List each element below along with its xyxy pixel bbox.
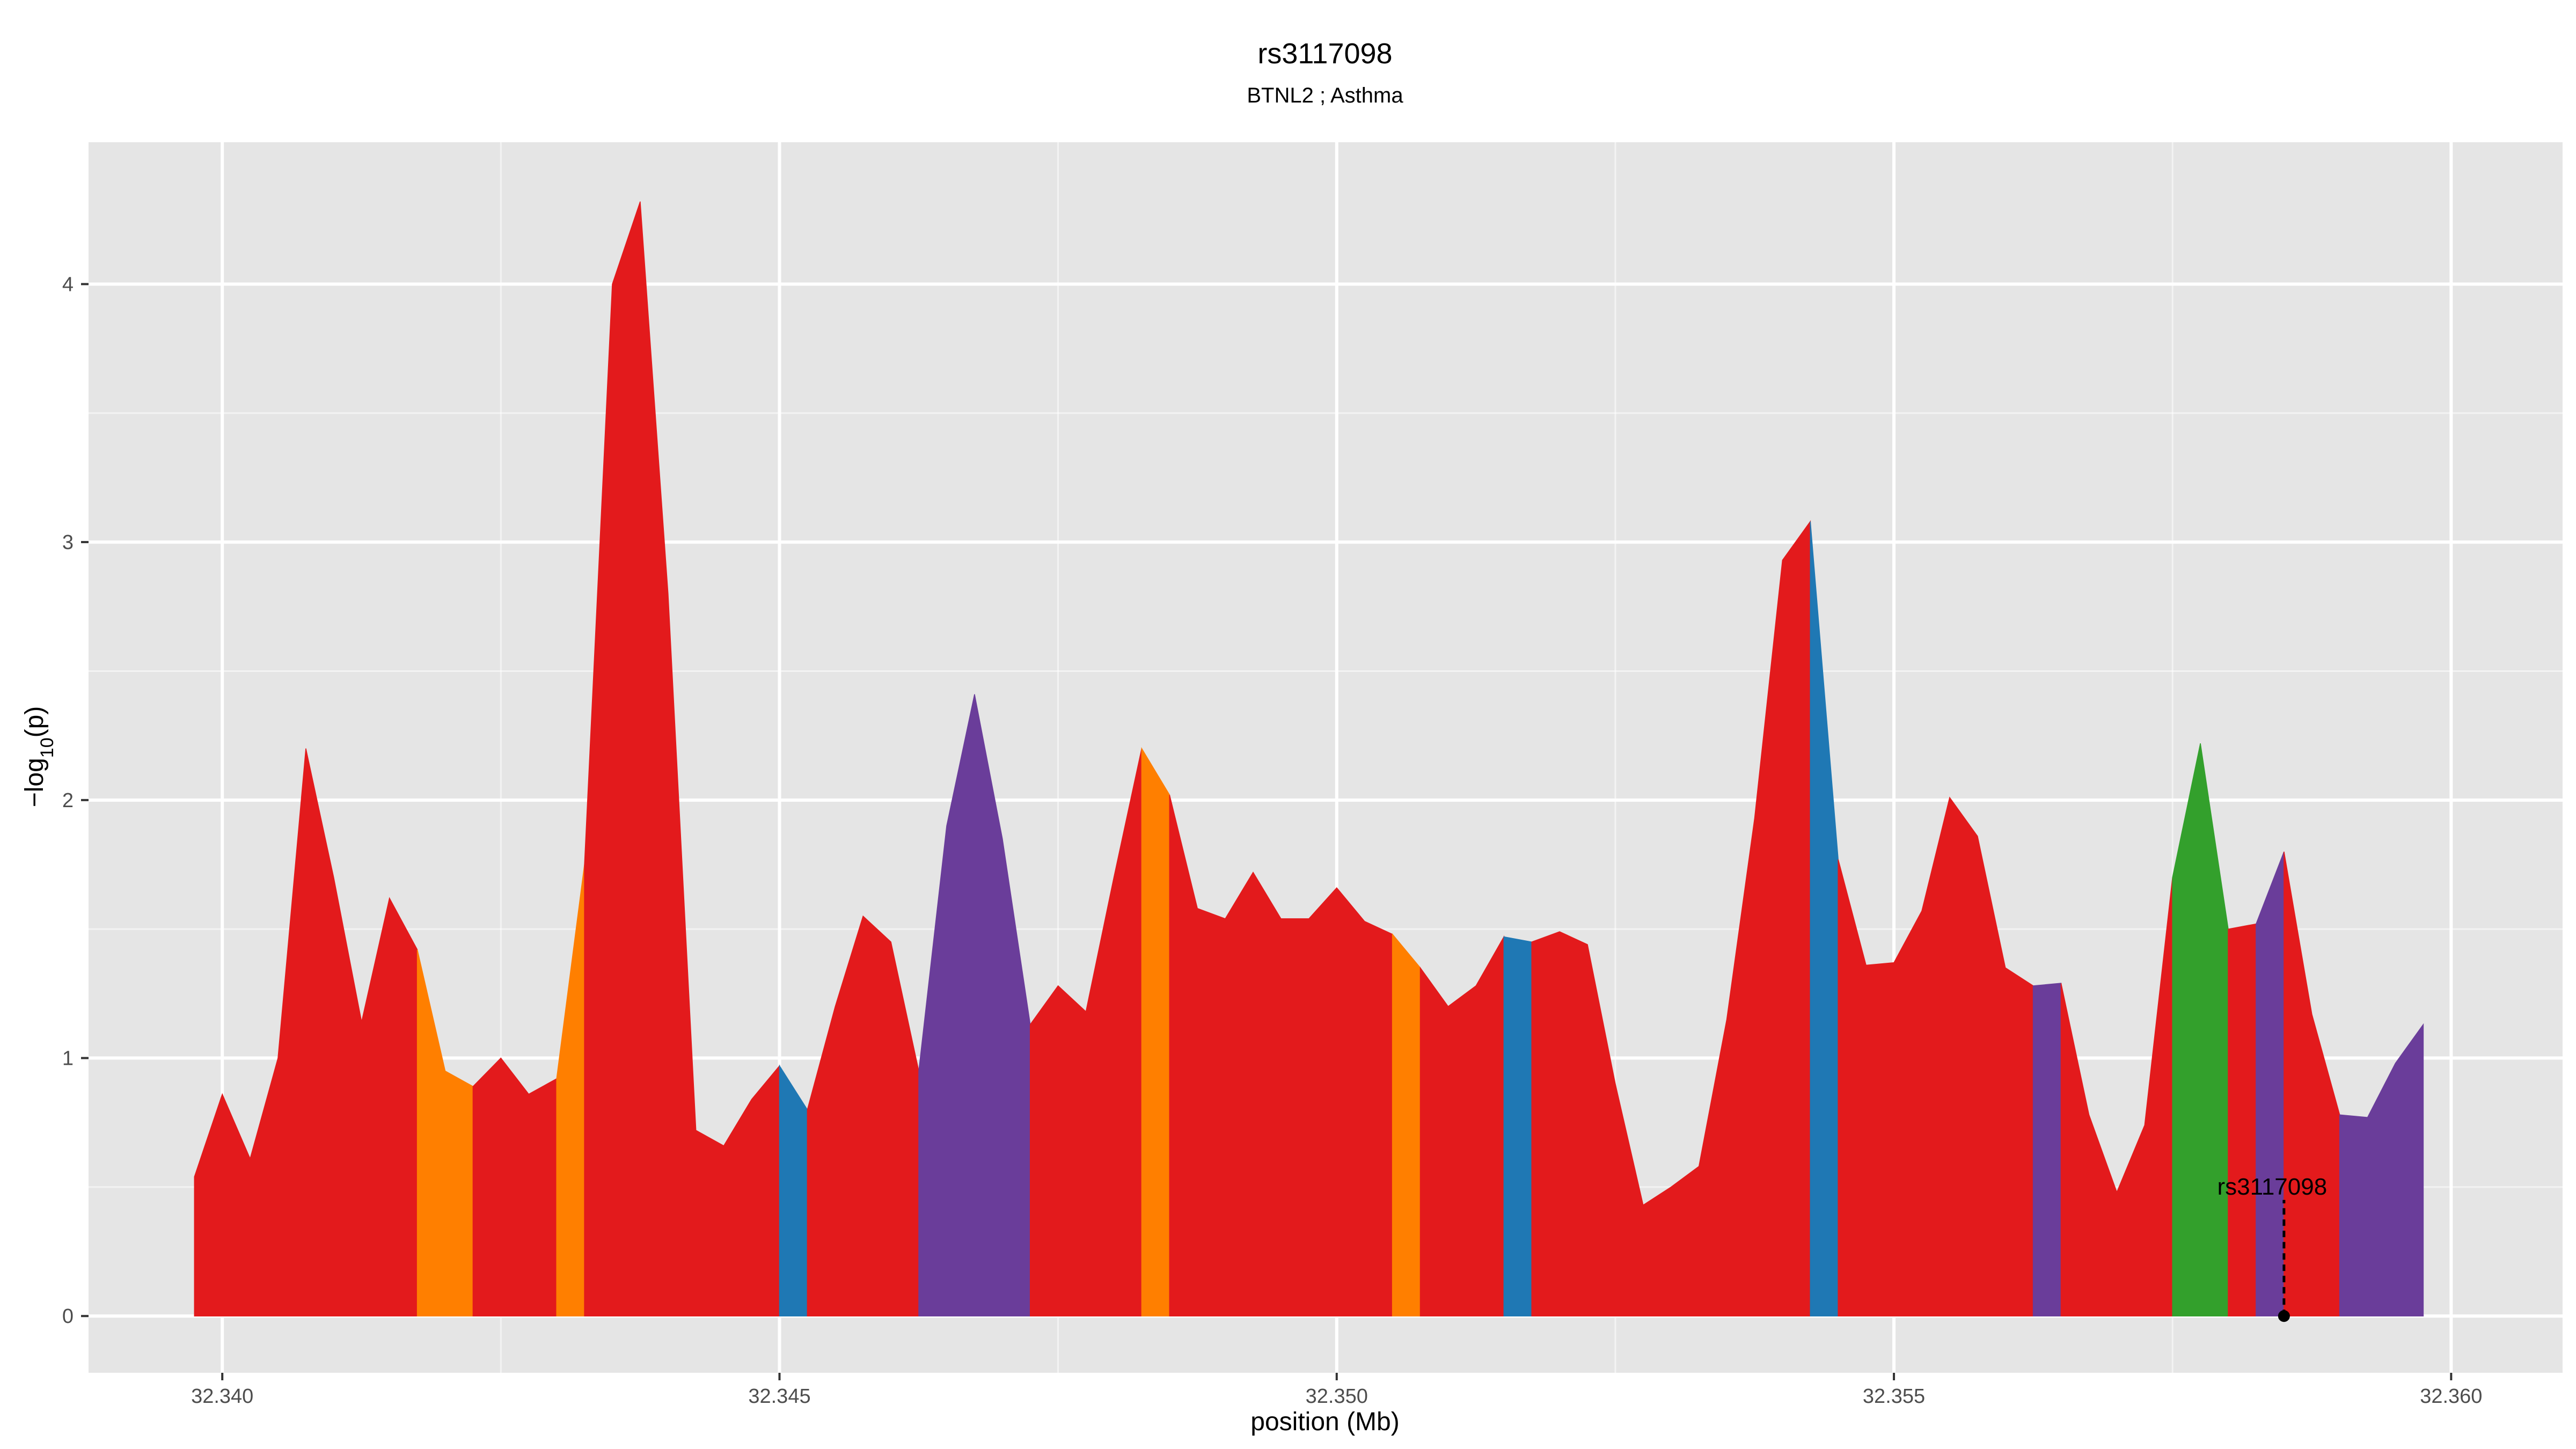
y-tick-label: 2 [62,789,74,812]
area-segment-purple [2032,983,2062,1316]
chart-subtitle: BTNL2 ; Asthma [1247,84,1403,107]
y-axis-ticks: 0 1 2 3 4 [62,273,89,1328]
x-tick-label: 32.340 [191,1385,253,1408]
chart-title: rs3117098 [1257,38,1392,70]
x-axis-label: position (Mb) [1250,1408,1399,1436]
area-series [194,201,2424,1316]
y-tick-label: 1 [62,1048,74,1070]
x-tick-label: 32.350 [1306,1385,1368,1408]
y-tick-label: 0 [62,1305,74,1328]
area-segment-red [1531,520,1811,1316]
x-axis-ticks: 32.340 32.345 32.350 32.355 32.360 [191,1373,2482,1408]
y-axis-label: −log10(p) [20,706,57,808]
x-tick-label: 32.360 [2420,1385,2482,1408]
snp-marker: rs3117098 [2218,1174,2328,1322]
area-segment-purple [2256,851,2285,1316]
area-segment-red [472,1057,557,1316]
x-tick-label: 32.345 [748,1385,810,1408]
area-segment-blue [1503,936,1532,1316]
area-segment-orange [1141,747,1170,1316]
area-segment-red [2228,923,2257,1316]
area-segment-blue [779,1064,808,1316]
y-tick-label: 3 [62,531,74,554]
area-segment-green [2172,743,2229,1316]
area-segment-orange [1392,933,1421,1316]
area-segment-purple [2339,1023,2424,1316]
marker-point [2278,1310,2290,1322]
marker-label: rs3117098 [2218,1174,2328,1200]
area-segment-orange [416,949,474,1316]
y-tick-label: 4 [62,273,74,296]
area-segment-red [2284,851,2340,1316]
x-tick-label: 32.355 [1863,1385,1925,1408]
